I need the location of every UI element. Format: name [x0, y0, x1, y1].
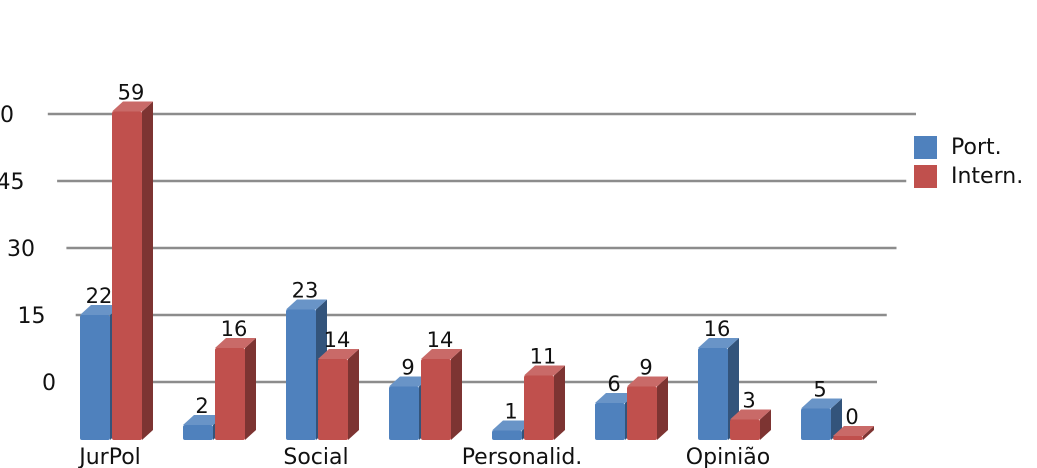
bar-top [318, 349, 359, 359]
y-tick-label: 60 [0, 103, 14, 128]
data-label: 1 [504, 400, 517, 424]
data-label: 6 [607, 372, 620, 396]
legend-label-port: Port. [951, 135, 1002, 160]
x-tick-label: JurPol [77, 445, 141, 468]
bar [389, 386, 419, 440]
bar-side [657, 376, 668, 440]
data-label: 5 [813, 378, 826, 402]
bar-side [451, 349, 462, 440]
y-tick-label: 45 [0, 170, 25, 195]
y-tick-label: 15 [18, 304, 46, 329]
bar-side [554, 365, 565, 440]
bar-top [627, 376, 668, 387]
legend-label-intern: Intern. [951, 164, 1024, 189]
bar-top [524, 365, 565, 376]
bar [183, 425, 213, 440]
data-label: 16 [221, 317, 248, 341]
bars [80, 101, 874, 440]
x-tick-label: Opinião [686, 445, 770, 468]
y-tick-label: 0 [42, 371, 56, 396]
bar [421, 359, 451, 440]
bar [698, 348, 728, 440]
x-tick-label: Social [283, 445, 348, 468]
bar-top [286, 299, 327, 310]
bar-top [183, 415, 224, 425]
bar [492, 430, 522, 440]
bar-side [142, 101, 153, 440]
bar [80, 315, 110, 440]
data-label: 59 [118, 81, 145, 105]
bar-top [389, 376, 430, 387]
data-label: 16 [704, 317, 731, 341]
data-label: 9 [639, 356, 652, 380]
bar-top [801, 398, 842, 409]
bar [627, 386, 657, 440]
data-label: 0 [845, 405, 858, 429]
bar-side [760, 409, 771, 440]
bar-top [698, 338, 739, 348]
data-label: 11 [530, 345, 557, 369]
bar-side [831, 398, 842, 440]
bar [801, 408, 831, 440]
bar-top [730, 409, 771, 420]
gridlines [47, 112, 916, 384]
legend-swatch-port [914, 136, 937, 159]
category-labels: JurPol Social Personalid. Opinião [77, 445, 770, 468]
bar [215, 348, 245, 440]
bar [524, 375, 554, 440]
bar-side [863, 426, 874, 440]
bar-side [348, 349, 359, 440]
y-tick-label: 30 [7, 237, 35, 262]
data-label: 9 [401, 356, 414, 380]
bar-top [80, 305, 121, 315]
data-label: 14 [324, 328, 351, 352]
bar [112, 111, 142, 440]
x-tick-label: Personalid. [462, 445, 583, 468]
bar [833, 436, 863, 440]
data-label: 22 [86, 284, 113, 308]
data-label: 23 [292, 279, 319, 303]
bar-top [215, 338, 256, 348]
bar-top [595, 393, 636, 403]
bar-top [112, 101, 153, 112]
bar-top [833, 426, 874, 436]
bar [730, 419, 760, 440]
legend-item-intern: Intern. [914, 162, 1023, 191]
y-axis-ticks: 0 15 30 45 60 [0, 103, 56, 396]
bar [318, 359, 348, 440]
data-label: 3 [742, 389, 755, 413]
data-label: 2 [195, 394, 208, 418]
bar [286, 309, 316, 440]
bar [595, 403, 625, 440]
bar-top [421, 349, 462, 359]
data-label: 14 [427, 328, 454, 352]
legend-swatch-intern [914, 165, 937, 188]
legend-item-port: Port. [914, 133, 1023, 162]
bar-top [492, 420, 533, 431]
bar-side [245, 338, 256, 440]
legend: Port. Intern. [914, 133, 1023, 191]
